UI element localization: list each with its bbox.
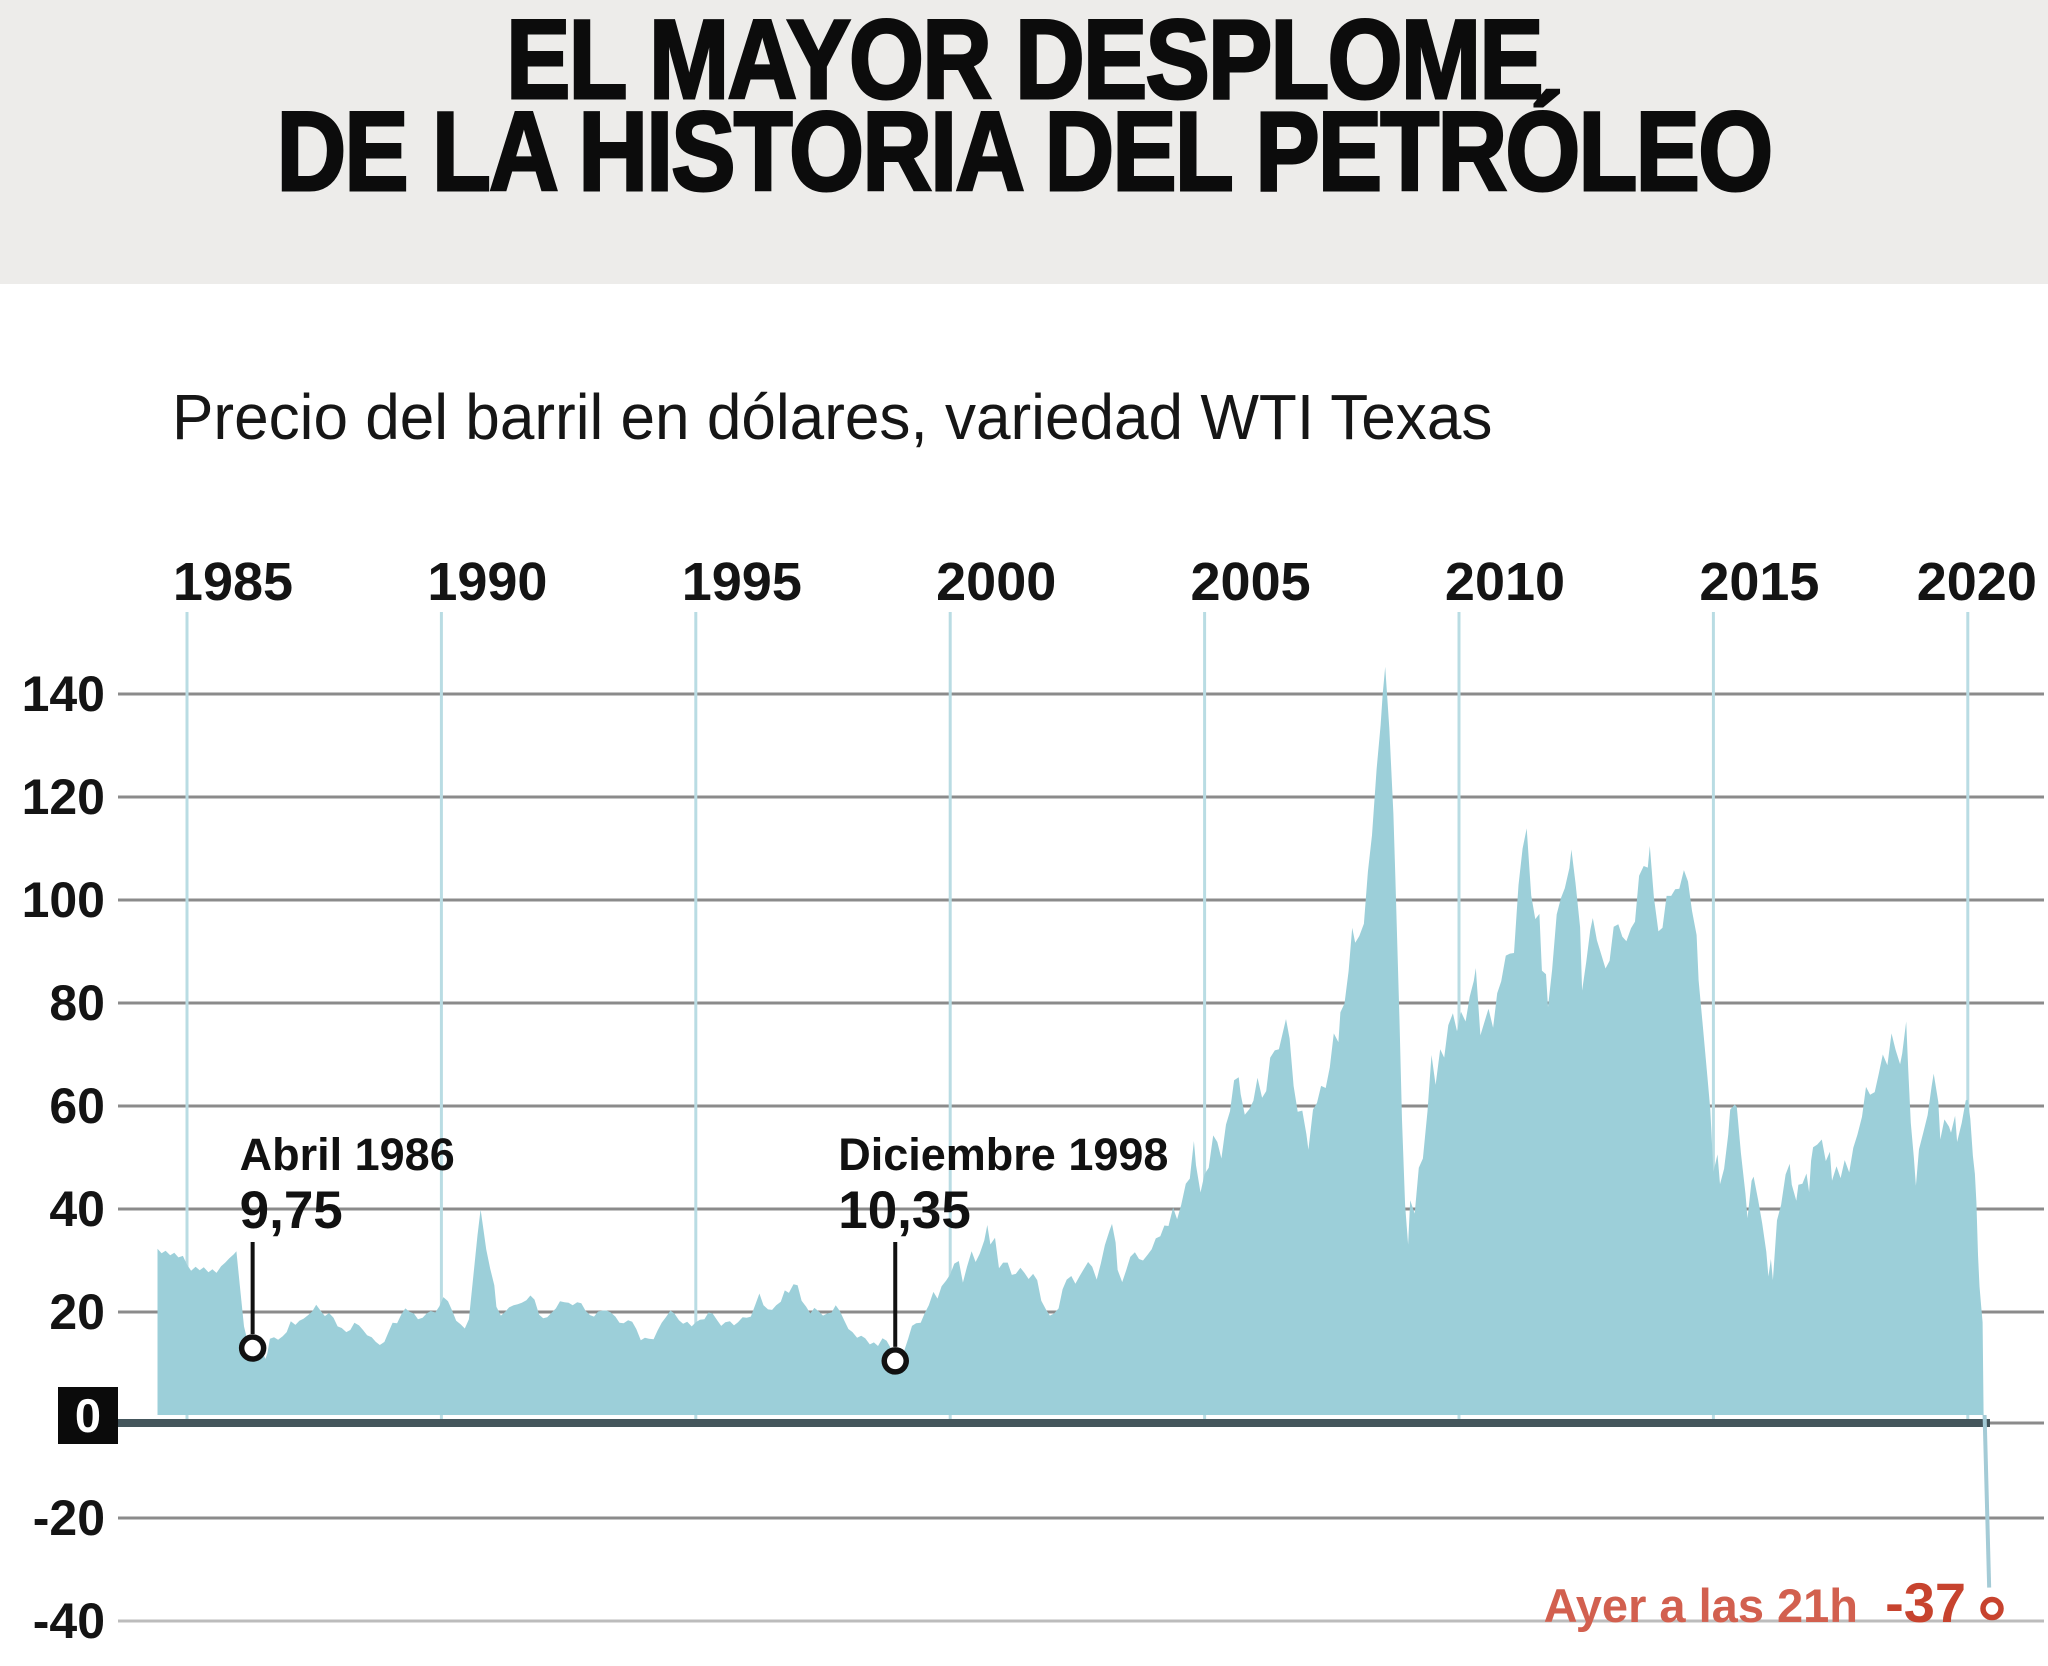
x-tick-label: 2015 — [1699, 552, 1819, 612]
x-tick-label: 2005 — [1191, 552, 1311, 612]
x-tick-label: 2000 — [936, 552, 1056, 612]
y-tick-label: -40 — [33, 1593, 105, 1649]
y-tick-label: 120 — [22, 769, 105, 825]
annotation-value: 9,75 — [240, 1181, 343, 1240]
y-tick-label: 40 — [49, 1181, 105, 1237]
yesterday-value: -37 — [1885, 1571, 1966, 1634]
x-tick-label: 2020 — [1917, 552, 2037, 612]
x-tick-label: 1990 — [427, 552, 547, 612]
annotation-label: Abril 1986 — [240, 1129, 455, 1180]
price-area — [157, 666, 1984, 1415]
title-line-2: DE LA HISTORIA DEL PETRÓLEO — [275, 89, 1774, 214]
title-line-1: EL MAYOR DESPLOME — [505, 0, 1545, 122]
x-tick-label: 2010 — [1445, 552, 1565, 612]
y-tick-label: -20 — [33, 1490, 105, 1546]
page-title: EL MAYOR DESPLOME DE LA HISTORIA DEL PET… — [143, 0, 1904, 214]
zero-tick-box — [58, 1387, 118, 1444]
y-tick-label: 20 — [49, 1284, 105, 1340]
y-tick-label: 80 — [49, 975, 105, 1031]
annotation-value: 10,35 — [838, 1181, 971, 1240]
chart-subtitle: Precio del barril en dólares, variedad W… — [172, 381, 1493, 453]
header-band — [0, 0, 2048, 284]
x-tick-label: 1995 — [682, 552, 802, 612]
y-tick-label: 100 — [22, 872, 105, 928]
yesterday-label: Ayer a las 21h — [1544, 1579, 1858, 1632]
y-tick-label: 140 — [22, 666, 105, 722]
x-tick-label: 1985 — [173, 552, 293, 612]
price-drop-line — [1982, 1414, 1992, 1588]
zero-tick-label: 0 — [75, 1389, 101, 1442]
y-tick-label: 60 — [49, 1078, 105, 1134]
annotation-label: Diciembre 1998 — [838, 1129, 1168, 1180]
yesterday-marker — [1980, 1596, 2004, 1621]
annotation-marker — [881, 1347, 909, 1375]
annotation-marker — [238, 1334, 267, 1362]
